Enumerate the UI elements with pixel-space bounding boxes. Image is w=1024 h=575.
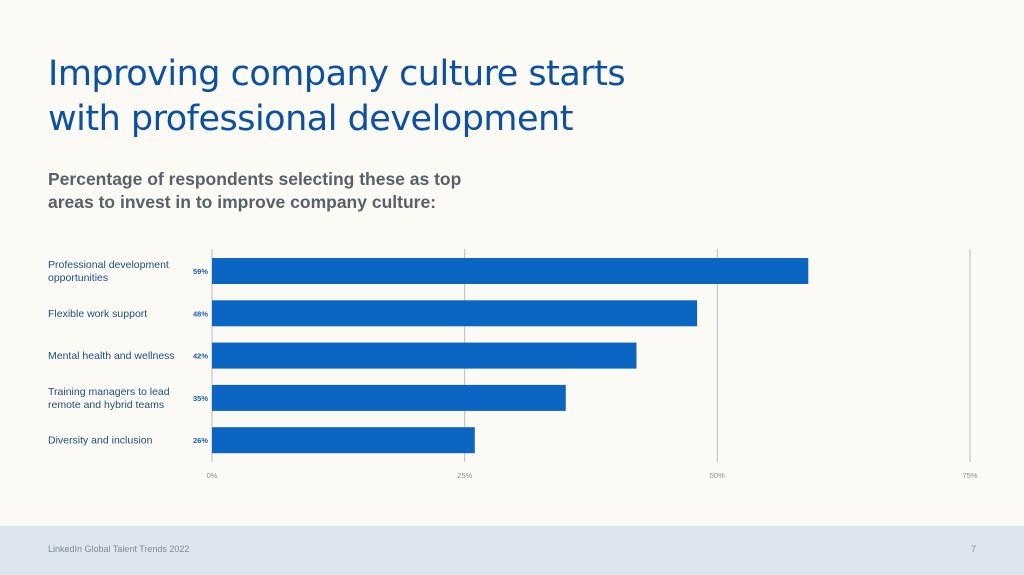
value-label: 35% [193, 394, 208, 403]
page-number: 7 [970, 544, 976, 554]
bar [212, 427, 475, 454]
category-label: Mental health and wellness [48, 350, 175, 362]
x-tick-label: 25% [457, 471, 472, 480]
bar [212, 300, 698, 327]
chart-subtitle: Percentage of respondents selecting thes… [48, 169, 462, 212]
bar [212, 384, 566, 411]
footer-source: LinkedIn Global Talent Trends 2022 [48, 544, 190, 554]
value-label: 26% [193, 436, 208, 445]
bar [212, 258, 809, 284]
category-label: Flexible work support [48, 308, 147, 320]
category-label: Training managers to lead remote and hybr… [48, 386, 170, 411]
x-tick-label: 75% [962, 471, 977, 480]
footer: LinkedIn Global Talent Trends 2022 7 [0, 526, 1024, 575]
x-tick-label: 50% [710, 471, 725, 480]
bar [212, 342, 637, 369]
category-label: Professional development opportunities [48, 259, 169, 284]
page-title: Improving company culture starts with pr… [48, 54, 626, 139]
value-label: 48% [193, 309, 208, 318]
value-label: 59% [193, 267, 208, 276]
bar-chart: 0% 25% 50% 75% 59% Professional development op… [48, 249, 978, 480]
x-tick-label: 0% [207, 471, 218, 480]
value-label: 42% [193, 352, 208, 361]
category-label: Diversity and inclusion [48, 435, 153, 447]
